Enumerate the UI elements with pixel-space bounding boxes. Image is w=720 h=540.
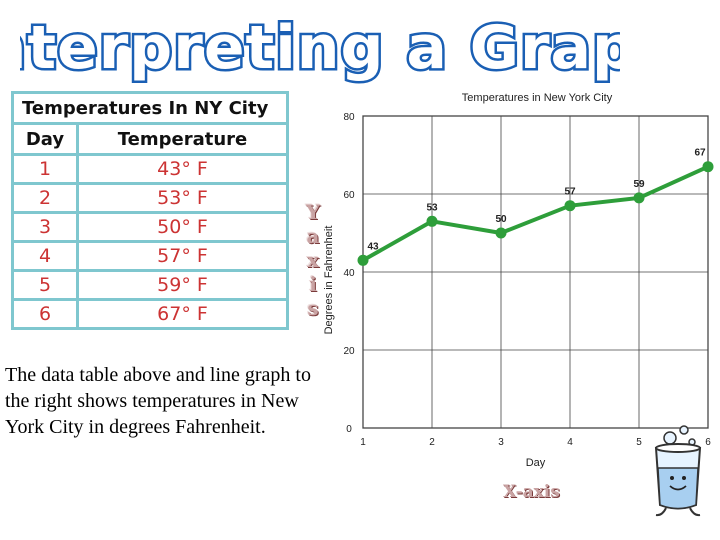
data-label: 67: [694, 148, 706, 159]
y-axis-callout-letter: Y: [305, 200, 321, 224]
data-point: [633, 192, 645, 204]
y-axis-callout: Y a x i s: [303, 200, 323, 320]
table-cell-day: 3: [11, 211, 79, 243]
table-cell-temperature: 59° F: [76, 269, 289, 301]
data-point: [357, 254, 369, 266]
chart-title: Temperatures in New York City: [462, 92, 613, 104]
line-chart: Temperatures in New York City 1 2 3 4 5 60204…: [323, 92, 714, 469]
beaker-character-icon: [654, 425, 702, 517]
table-caption-row: Temperatures In NY City: [11, 91, 289, 125]
y-axis-callout-letter: i: [309, 272, 317, 296]
x-axis-title: Day: [526, 457, 546, 469]
table-row: 6 67° F: [11, 298, 289, 330]
table-row: 4 57° F: [11, 240, 289, 272]
series-line: [362, 164, 709, 263]
table-cell-temperature: 43° F: [76, 153, 289, 185]
data-label: 43: [367, 241, 379, 252]
data-point: [495, 227, 507, 239]
y-axis-callout-letter: a: [306, 224, 320, 248]
x-tick-label: 3: [498, 437, 504, 448]
data-label: 59: [633, 179, 645, 190]
table-cell-day: 4: [11, 240, 79, 272]
x-tick-label: 4: [567, 437, 573, 448]
slide-title-text: Interpreting a Graph: [20, 13, 620, 83]
data-point: [702, 161, 714, 173]
table-cell-temperature: 50° F: [76, 211, 289, 243]
y-tick-label: 20: [343, 346, 355, 357]
data-point: [564, 200, 576, 212]
y-tick-label: 60: [343, 190, 355, 201]
table-cell-day: 6: [11, 298, 79, 330]
data-label: 53: [426, 202, 438, 213]
data-label: 57: [564, 187, 576, 198]
data-point: [426, 215, 438, 227]
y-axis-title: Degrees in Fahrenheit: [323, 226, 335, 335]
x-axis-callout: X-axis: [503, 482, 560, 502]
table-row: 1 43° F: [11, 153, 289, 185]
table-cell-day: 1: [11, 153, 79, 185]
table-cell-day: 2: [11, 182, 79, 214]
x-tick-label: 5: [636, 437, 642, 448]
table-cell-temperature: 67° F: [76, 298, 289, 330]
table-cell-temperature: 57° F: [76, 240, 289, 272]
y-axis-callout-letter: s: [307, 296, 319, 320]
table-cell-temperature: 53° F: [76, 182, 289, 214]
table-row: 5 59° F: [11, 269, 289, 301]
table-row: 3 50° F: [11, 211, 289, 243]
y-tick-label: 0: [346, 424, 352, 435]
x-tick-label: 1: [360, 437, 366, 448]
temperature-table: Temperatures In NY City Day Temperature …: [11, 91, 289, 330]
data-label: 50: [495, 214, 507, 225]
x-tick-label: 6: [705, 437, 711, 448]
table-cell-day: 5: [11, 269, 79, 301]
table-header-row: Day Temperature: [11, 122, 289, 156]
slide-title: Interpreting a Graph: [20, 11, 620, 86]
table-header-day: Day: [11, 122, 79, 156]
table-caption: Temperatures In NY City: [11, 91, 289, 125]
description-text: The data table above and line graph to t…: [5, 364, 311, 438]
y-tick-label: 80: [343, 112, 355, 123]
chart-grid: [362, 115, 709, 429]
y-tick-label: 40: [343, 268, 355, 279]
chart-series: 43 53 50 57 59 67: [357, 148, 714, 266]
table-header-temperature: Temperature: [76, 122, 289, 156]
y-axis-callout-letter: x: [307, 248, 319, 272]
x-tick-label: 2: [429, 437, 435, 448]
table-row: 2 53° F: [11, 182, 289, 214]
